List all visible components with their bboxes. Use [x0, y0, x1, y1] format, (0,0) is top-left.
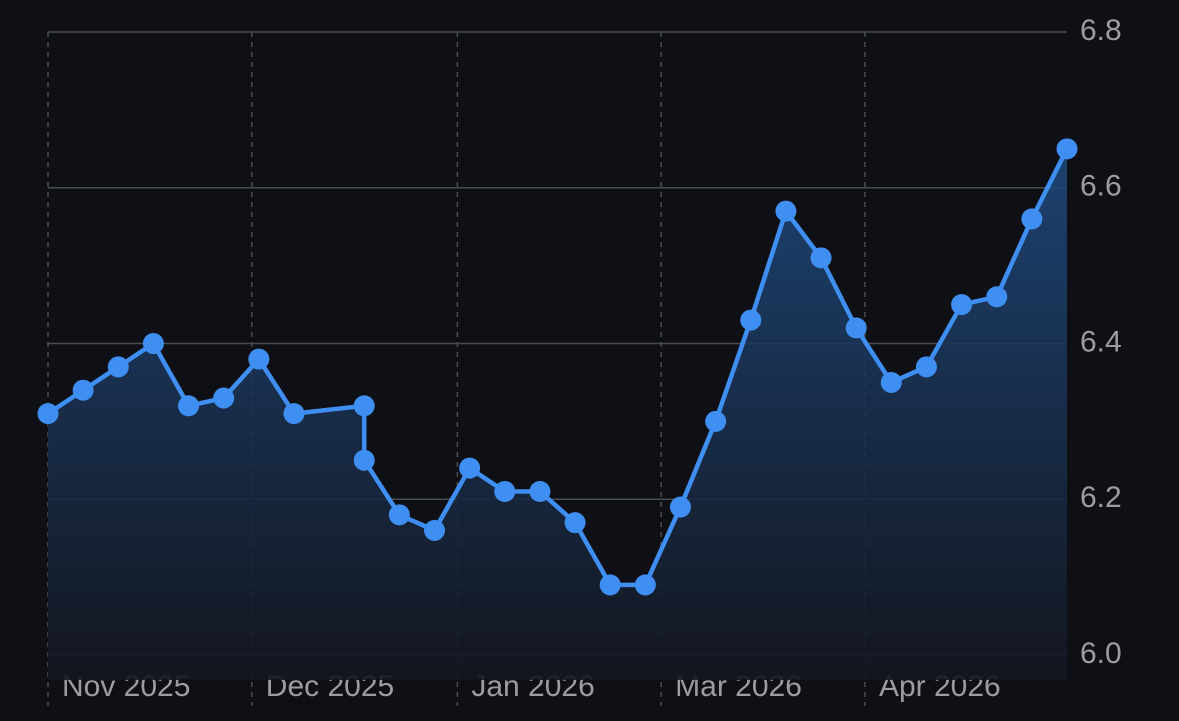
point	[459, 457, 481, 479]
point	[353, 395, 375, 417]
point	[669, 496, 691, 518]
point	[283, 403, 305, 425]
point	[248, 348, 270, 370]
point	[353, 449, 375, 471]
point	[1021, 208, 1043, 230]
point	[142, 333, 164, 354]
point	[634, 574, 656, 596]
y-tick-label: 6.4	[1080, 325, 1122, 358]
y-tick-label: 6.0	[1080, 637, 1122, 670]
point	[178, 395, 200, 417]
point	[107, 356, 129, 378]
point	[72, 379, 94, 401]
point	[845, 317, 867, 339]
point	[564, 512, 586, 534]
point	[1056, 138, 1078, 160]
y-tick-label: 6.6	[1080, 170, 1122, 203]
point	[37, 403, 59, 425]
point	[599, 574, 621, 596]
point	[880, 371, 902, 393]
point	[388, 504, 410, 526]
point	[529, 480, 551, 502]
point	[213, 387, 235, 409]
point	[424, 519, 446, 541]
point	[775, 200, 797, 222]
y-tick-label: 6.8	[1080, 14, 1122, 47]
point	[951, 294, 973, 316]
y-tick-label: 6.2	[1080, 481, 1122, 514]
point	[740, 309, 762, 331]
area	[48, 148, 1067, 680]
point	[810, 247, 832, 269]
point	[494, 480, 516, 502]
point	[705, 410, 727, 432]
point	[986, 286, 1008, 308]
point	[915, 356, 937, 378]
